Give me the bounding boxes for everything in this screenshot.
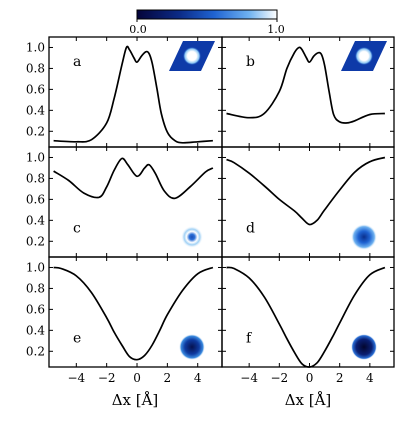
y-tick-label: 1.0 (26, 260, 45, 274)
y-tick-label: 0.6 (26, 82, 45, 96)
inset-density-disc (351, 334, 377, 360)
panel-d: d (221, 146, 395, 258)
y-tick-label: 0.8 (26, 61, 45, 75)
inset-density-ring (181, 226, 203, 248)
data-curve-e (53, 266, 214, 361)
inset-density-disc (179, 334, 205, 360)
panel-b: b (221, 36, 395, 148)
x-axis-title-right: Δx [Å] (285, 391, 332, 409)
panel-f: −4 −2 0 2 4 f (221, 256, 395, 385)
panel-a: 0.2 0.4 0.6 0.8 1.0 a (26, 36, 223, 148)
y-tick-label: 0.2 (26, 234, 45, 248)
inset-density-spot (355, 47, 373, 65)
data-curve-a (53, 45, 213, 144)
panel-label: d (246, 220, 255, 236)
y-tick-label: 0.6 (26, 302, 45, 316)
y-tick-label: 0.4 (26, 213, 45, 227)
y-tick-label: 0.4 (26, 323, 45, 337)
x-tick-label: −4 (240, 371, 258, 385)
x-tick-label: 0 (306, 371, 314, 385)
x-axis-title-left: Δx [Å] (112, 391, 159, 409)
x-tick-label: −4 (67, 371, 85, 385)
panel-grid: 0.2 0.4 0.6 0.8 1.0 a b 0.2 0.4 0.6 0.8 1.0 c d −4 −2 0 2… (26, 36, 395, 385)
panel-label: b (246, 54, 255, 70)
inset-density-disc (351, 224, 377, 250)
colorbar-max-label: 1.0 (267, 23, 285, 36)
panel-label: c (73, 220, 81, 236)
x-tick-label: −2 (98, 371, 116, 385)
panel-label: e (73, 330, 81, 346)
panel-label: a (73, 54, 81, 70)
x-tick-label: −2 (270, 371, 288, 385)
inset-density-spot (183, 47, 201, 65)
panel-e: −4 −2 0 2 4 0.2 0.4 0.6 0.8 1.0 e (26, 256, 223, 385)
x-tick-label: 2 (336, 371, 344, 385)
y-tick-label: 0.8 (26, 171, 45, 185)
y-tick-label: 0.6 (26, 192, 45, 206)
data-curve-c (53, 157, 214, 200)
colorbar-gradient (136, 9, 278, 20)
x-tick-label: 4 (194, 371, 202, 385)
y-tick-label: 0.2 (26, 124, 45, 138)
x-tick-label: 4 (366, 371, 374, 385)
colorbar-min-label: 0.0 (129, 23, 147, 36)
y-tick-label: 1.0 (26, 40, 45, 54)
data-curve-d (226, 156, 386, 226)
colorbar: 0.0 1.0 (129, 9, 285, 36)
y-tick-label: 0.8 (26, 281, 45, 295)
y-tick-label: 0.2 (26, 344, 45, 358)
data-curve-b (226, 46, 385, 124)
x-tick-label: 2 (164, 371, 172, 385)
x-tick-label: 0 (133, 371, 141, 385)
y-tick-label: 1.0 (26, 150, 45, 164)
y-tick-label: 0.4 (26, 103, 45, 117)
data-curve-f (226, 266, 386, 368)
panel-c: 0.2 0.4 0.6 0.8 1.0 c (26, 146, 223, 258)
panel-label: f (246, 330, 253, 346)
